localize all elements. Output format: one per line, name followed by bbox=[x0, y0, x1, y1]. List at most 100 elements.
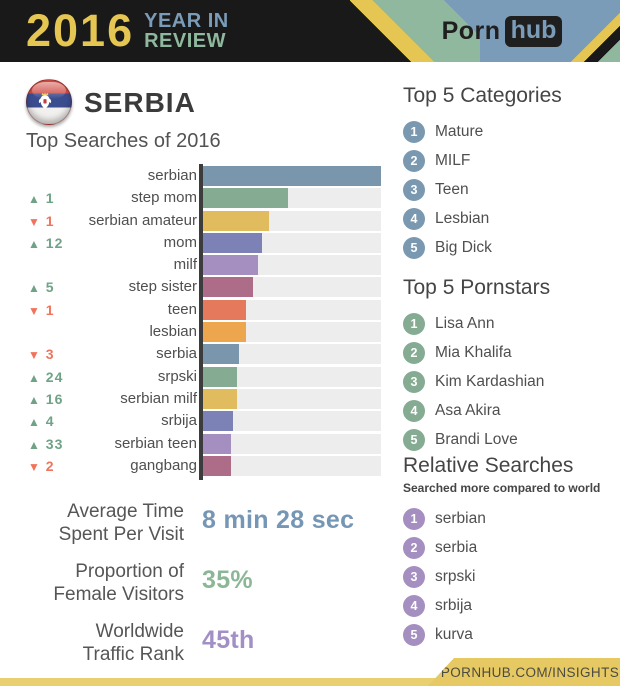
stat-label-line2: Traffic Rank bbox=[82, 643, 184, 665]
search-term-label: step mom bbox=[131, 189, 197, 207]
rank-badge: 1 bbox=[403, 508, 425, 530]
bar bbox=[203, 255, 259, 276]
top-pornstars-section: Top 5 Pornstars 1 Lisa Ann 2 Mia Khalifa… bbox=[403, 276, 613, 458]
stat-row: Proportion of Female Visitors 35% bbox=[0, 560, 395, 620]
bar bbox=[203, 210, 269, 231]
bar-track bbox=[203, 299, 381, 320]
list-item-label: srbija bbox=[435, 597, 473, 614]
pornhub-logo-hub-text: hub bbox=[504, 15, 563, 47]
relative-searches-title: Relative Searches bbox=[403, 454, 574, 477]
bar-track bbox=[203, 277, 381, 298]
pornhub-logo: Porn hub bbox=[350, 0, 620, 62]
stat-row: Average Time Spent Per Visit 8 min 28 se… bbox=[0, 500, 395, 560]
search-term-label: lesbian bbox=[149, 323, 197, 341]
rank-change: ▲ 33 bbox=[28, 434, 63, 455]
list-item-label: Big Dick bbox=[435, 239, 492, 256]
bar bbox=[203, 433, 232, 454]
insights-link[interactable]: PORNHUB.COM/INSIGHTS bbox=[440, 664, 620, 680]
rank-change-arrow-icon: ▲ bbox=[28, 236, 41, 251]
bar-track bbox=[203, 344, 381, 365]
list-item-label: Asa Akira bbox=[435, 402, 501, 419]
rank-change: ▼ 1 bbox=[28, 300, 55, 321]
rank-change: ▲ 4 bbox=[28, 411, 55, 432]
footer-link-tab[interactable]: PORNHUB.COM/INSIGHTS bbox=[428, 658, 620, 686]
top-pornstars-title: Top 5 Pornstars bbox=[403, 276, 551, 299]
rank-badge: 1 bbox=[403, 313, 425, 335]
rank-change-arrow-icon: ▲ bbox=[28, 370, 41, 385]
bar bbox=[203, 388, 237, 409]
relative-searches-subtitle: Searched more compared to world bbox=[403, 481, 601, 495]
bar bbox=[203, 232, 262, 253]
chart-row: lesbian bbox=[0, 322, 620, 343]
rank-badge: 5 bbox=[403, 237, 425, 259]
search-term-label: srpski bbox=[157, 367, 197, 385]
list-item: 5 Brandi Love bbox=[403, 429, 613, 451]
rank-change-arrow-icon: ▼ bbox=[28, 214, 41, 229]
list-item: 2 serbia bbox=[403, 537, 613, 559]
bar-track bbox=[203, 455, 381, 476]
list-item-label: serbia bbox=[435, 539, 478, 556]
bar-track bbox=[203, 433, 381, 454]
list-item-label: Kim Kardashian bbox=[435, 373, 545, 390]
rank-change: ▲ 1 bbox=[28, 188, 55, 209]
rank-change: ▲ 16 bbox=[28, 389, 63, 410]
rank-change-value: 2 bbox=[45, 457, 55, 474]
list-item: 5 Big Dick bbox=[403, 237, 613, 259]
stat-label: Worldwide Traffic Rank bbox=[0, 621, 184, 666]
bar-track bbox=[203, 411, 381, 432]
rank-change-arrow-icon: ▲ bbox=[28, 192, 41, 207]
chart-row: ▲ 12 mom bbox=[0, 232, 620, 254]
list-item: 4 Lesbian bbox=[403, 208, 613, 230]
bar bbox=[203, 166, 381, 186]
list-item: 2 MILF bbox=[403, 150, 613, 172]
rank-change: ▲ 24 bbox=[28, 367, 63, 388]
rank-change-arrow-icon: ▼ bbox=[28, 303, 41, 318]
list-item: 2 Mia Khalifa bbox=[403, 342, 613, 364]
bar-track bbox=[203, 210, 381, 231]
rank-change: ▲ 5 bbox=[28, 277, 55, 298]
top-pornstars-list: 1 Lisa Ann 2 Mia Khalifa 3 Kim Kardashia… bbox=[403, 313, 613, 451]
search-term-label: serbian amateur bbox=[88, 211, 197, 229]
rank-change-arrow-icon: ▲ bbox=[28, 392, 41, 407]
bar bbox=[203, 322, 246, 343]
rank-change-arrow-icon: ▼ bbox=[28, 459, 41, 474]
list-item: 3 srpski bbox=[403, 566, 613, 588]
header-banner: 2016 YEAR IN REVIEW Porn hub bbox=[0, 0, 620, 62]
list-item: 1 Lisa Ann bbox=[403, 313, 613, 335]
stat-value: 35% bbox=[202, 566, 253, 594]
search-term-label: serbian milf bbox=[120, 389, 197, 407]
list-item-label: serbian bbox=[435, 510, 486, 527]
bar-track bbox=[203, 322, 381, 343]
stat-label-line2: Spent Per Visit bbox=[58, 523, 184, 545]
list-item: 4 Asa Akira bbox=[403, 400, 613, 422]
pornhub-logo-porn-text: Porn bbox=[441, 16, 501, 45]
bar bbox=[203, 344, 239, 365]
list-item: 1 serbian bbox=[403, 508, 613, 530]
search-term-label: serbian bbox=[147, 167, 197, 184]
list-item-label: Mia Khalifa bbox=[435, 344, 512, 361]
stats-section: Average Time Spent Per Visit 8 min 28 se… bbox=[0, 500, 395, 680]
country-name: SERBIA bbox=[84, 87, 196, 118]
year-in-review-lockup: 2016 YEAR IN REVIEW bbox=[26, 6, 229, 56]
chart-row: ▼ 3 serbia bbox=[0, 344, 620, 365]
bar bbox=[203, 411, 234, 432]
stat-label-line1: Worldwide bbox=[95, 621, 184, 642]
stat-value: 45th bbox=[202, 626, 255, 654]
rank-change-value: 1 bbox=[45, 190, 55, 207]
rank-badge: 3 bbox=[403, 371, 425, 393]
rank-change: ▲ 12 bbox=[28, 233, 63, 254]
top-categories-title: Top 5 Categories bbox=[403, 84, 562, 107]
top-categories-section: Top 5 Categories 1 Mature 2 MILF 3 Teen bbox=[403, 84, 613, 266]
bar bbox=[203, 277, 253, 298]
chart-row: ▼ 1 serbian amateur bbox=[0, 210, 620, 231]
search-term-label: serbian teen bbox=[114, 434, 197, 452]
year-text: 2016 bbox=[26, 5, 135, 56]
chart-row: ▼ 1 teen bbox=[0, 299, 620, 321]
list-item-label: kurva bbox=[435, 626, 473, 643]
rank-change: ▼ 2 bbox=[28, 456, 55, 477]
bar-track bbox=[203, 188, 381, 209]
top-categories-list: 1 Mature 2 MILF 3 Teen 4 Lesbian bbox=[403, 121, 613, 259]
relative-searches-list: 1 serbian 2 serbia 3 srpski 4 srbija bbox=[403, 508, 613, 646]
chart-title: Top Searches of 2016 bbox=[26, 130, 221, 152]
bar-track bbox=[203, 255, 381, 276]
